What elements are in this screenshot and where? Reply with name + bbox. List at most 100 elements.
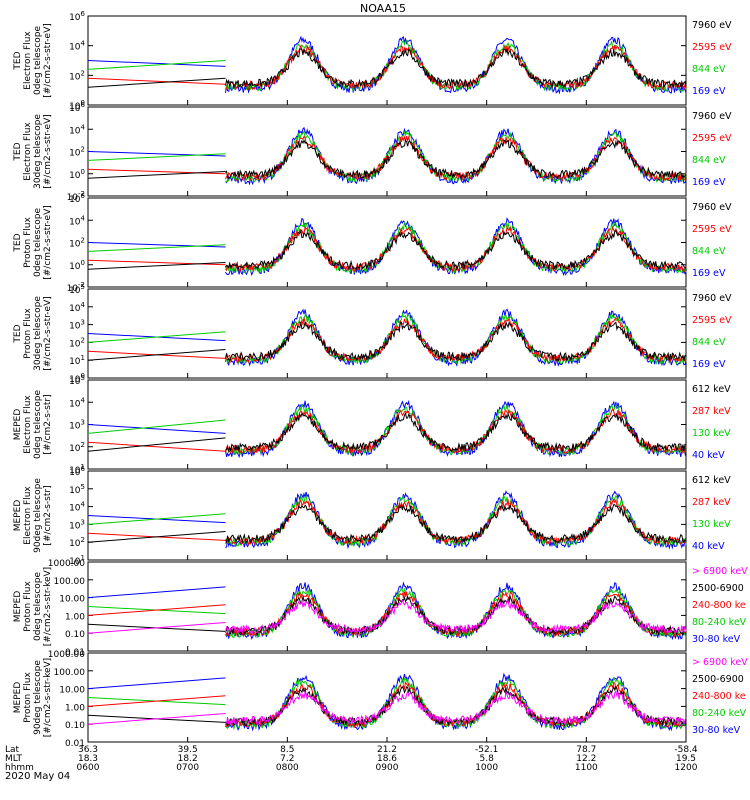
panel-frame <box>87 15 687 106</box>
y-axis-label-line: Proton Flux <box>23 308 33 359</box>
series-trace <box>225 35 687 95</box>
y-axis-label-line: 30deg telescope <box>33 296 43 371</box>
legend-entry: 7960 eV <box>692 293 732 304</box>
x-tick-label: 18.3 <box>78 754 98 764</box>
series-trace <box>87 531 226 543</box>
y-axis-label-line: [#/cm2-s-str-eV] <box>43 205 53 280</box>
series-trace <box>225 498 687 546</box>
y-tick-label: 104 <box>69 501 85 514</box>
y-tick-exponent: 5 <box>81 283 85 291</box>
y-axis-label-line: TED <box>13 324 23 343</box>
y-tick-label: 100.00 <box>54 577 86 587</box>
x-tick-label: 8.5 <box>280 745 294 755</box>
legend-entry: 169 eV <box>692 359 726 370</box>
y-axis-label-line: 0deg telescope <box>33 208 43 278</box>
series-trace <box>225 685 687 727</box>
y-axis-label: MEPED Proton Flux 90deg telescope [#/cm2-s-… <box>13 658 53 737</box>
series-trace <box>225 47 687 90</box>
legend-entry: 169 eV <box>692 86 726 97</box>
series-trace <box>225 312 687 365</box>
x-row-label: Lat <box>5 745 20 755</box>
y-tick-exponent: 2 <box>81 536 85 544</box>
series-trace <box>87 695 226 707</box>
y-axis-label: TED Electron Flux 0deg telescope [#/cm2-s-s… <box>13 23 53 98</box>
y-tick-exponent: 2 <box>81 237 85 245</box>
series-trace <box>87 168 226 175</box>
legend-entry: 2595 eV <box>692 42 732 53</box>
legend-entry: 40 keV <box>692 450 725 461</box>
y-tick-exponent: 4 <box>81 501 86 509</box>
legend-entry: 169 eV <box>692 268 726 279</box>
x-tick-label: 18.2 <box>178 754 198 764</box>
y-axis-label-line: [#/cm2-s-str-eV] <box>43 296 53 371</box>
y-tick-exponent: 1 <box>81 463 85 471</box>
y-tick-label: 0.01 <box>65 739 85 749</box>
y-tick-exponent: 4 <box>81 214 86 222</box>
series-trace <box>87 244 226 252</box>
series-trace <box>87 242 226 248</box>
y-axis-label-line: 0deg telescope <box>33 390 43 460</box>
legend-entry: 130 keV <box>692 519 731 530</box>
y-tick-label: 102 <box>69 441 85 454</box>
y-axis-label-line: 90deg telescope <box>33 478 43 553</box>
y-tick-exponent: 1 <box>81 554 85 562</box>
series-trace <box>225 586 687 639</box>
series-trace <box>87 604 226 616</box>
y-tick-exponent: 0 <box>81 99 85 107</box>
series-trace <box>225 689 687 726</box>
series-trace <box>87 259 226 266</box>
y-tick-exponent: 3 <box>81 419 85 427</box>
legend-entry: 30-80 keV <box>692 634 741 645</box>
y-axis-label-line: MEPED <box>13 591 23 623</box>
series-trace <box>225 138 687 180</box>
y-tick-label: 100.00 <box>54 668 86 678</box>
series-trace <box>87 331 226 343</box>
y-axis-label: MEPED Proton Flux 0deg telescope [#/cm2-s-s… <box>13 567 53 646</box>
y-tick-label: 100 <box>69 168 85 181</box>
y-axis-label: TED Proton Flux 0deg telescope [#/cm2-s-str… <box>13 205 53 280</box>
series-trace <box>87 441 226 452</box>
y-tick-label: 105 <box>69 483 85 496</box>
y-tick-label: 106 <box>69 10 85 23</box>
y-tick-label: 0.01 <box>65 648 85 658</box>
y-tick-exponent: 4 <box>81 40 86 48</box>
series-trace <box>87 419 226 434</box>
y-tick-exponent: 2 <box>81 441 85 449</box>
legend-entry: 844 eV <box>692 337 726 348</box>
x-row-label: hhmm <box>5 763 34 773</box>
legend-entry: 30-80 keV <box>692 725 741 736</box>
y-axis-label-line: TED <box>13 233 23 252</box>
y-axis-label: MEPED Electron Flux 0deg telescope [#/cm2-s… <box>13 390 53 460</box>
legend-entry: 2595 eV <box>692 133 732 144</box>
y-axis-label: TED Proton Flux 30deg telescope [#/cm2-s-st… <box>13 296 53 371</box>
y-tick-exponent: 3 <box>81 319 85 327</box>
y-tick-exponent: 2 <box>81 336 85 344</box>
series-trace <box>87 424 226 434</box>
series-trace <box>225 320 687 362</box>
y-tick-exponent: 6 <box>81 101 86 109</box>
series-trace <box>87 153 226 161</box>
y-tick-label: 1.00 <box>65 612 85 622</box>
y-tick-exponent: 6 <box>81 465 86 473</box>
y-tick-label: 0.10 <box>65 630 85 640</box>
y-tick-exponent: 0 <box>81 372 85 380</box>
legend-entry: 287 keV <box>692 406 731 417</box>
y-tick-exponent: 2 <box>81 146 85 154</box>
y-axis-label-line: Electron Flux <box>23 486 33 545</box>
legend-entry: > 6900 keV <box>692 657 748 668</box>
y-tick-exponent: 5 <box>81 483 85 491</box>
series-trace <box>87 437 226 452</box>
series-trace <box>87 513 226 525</box>
series-trace <box>87 622 226 634</box>
series-trace <box>225 126 687 186</box>
x-tick-label: 0600 <box>77 763 100 773</box>
series-trace <box>225 599 687 635</box>
series-trace <box>225 225 687 274</box>
y-tick-label: 103 <box>69 419 85 432</box>
y-tick-exponent: 5 <box>81 374 85 382</box>
y-axis-label-line: 30deg telescope <box>33 114 43 189</box>
y-tick-label: 104 <box>69 40 85 53</box>
legend-entry: 844 eV <box>692 246 726 257</box>
